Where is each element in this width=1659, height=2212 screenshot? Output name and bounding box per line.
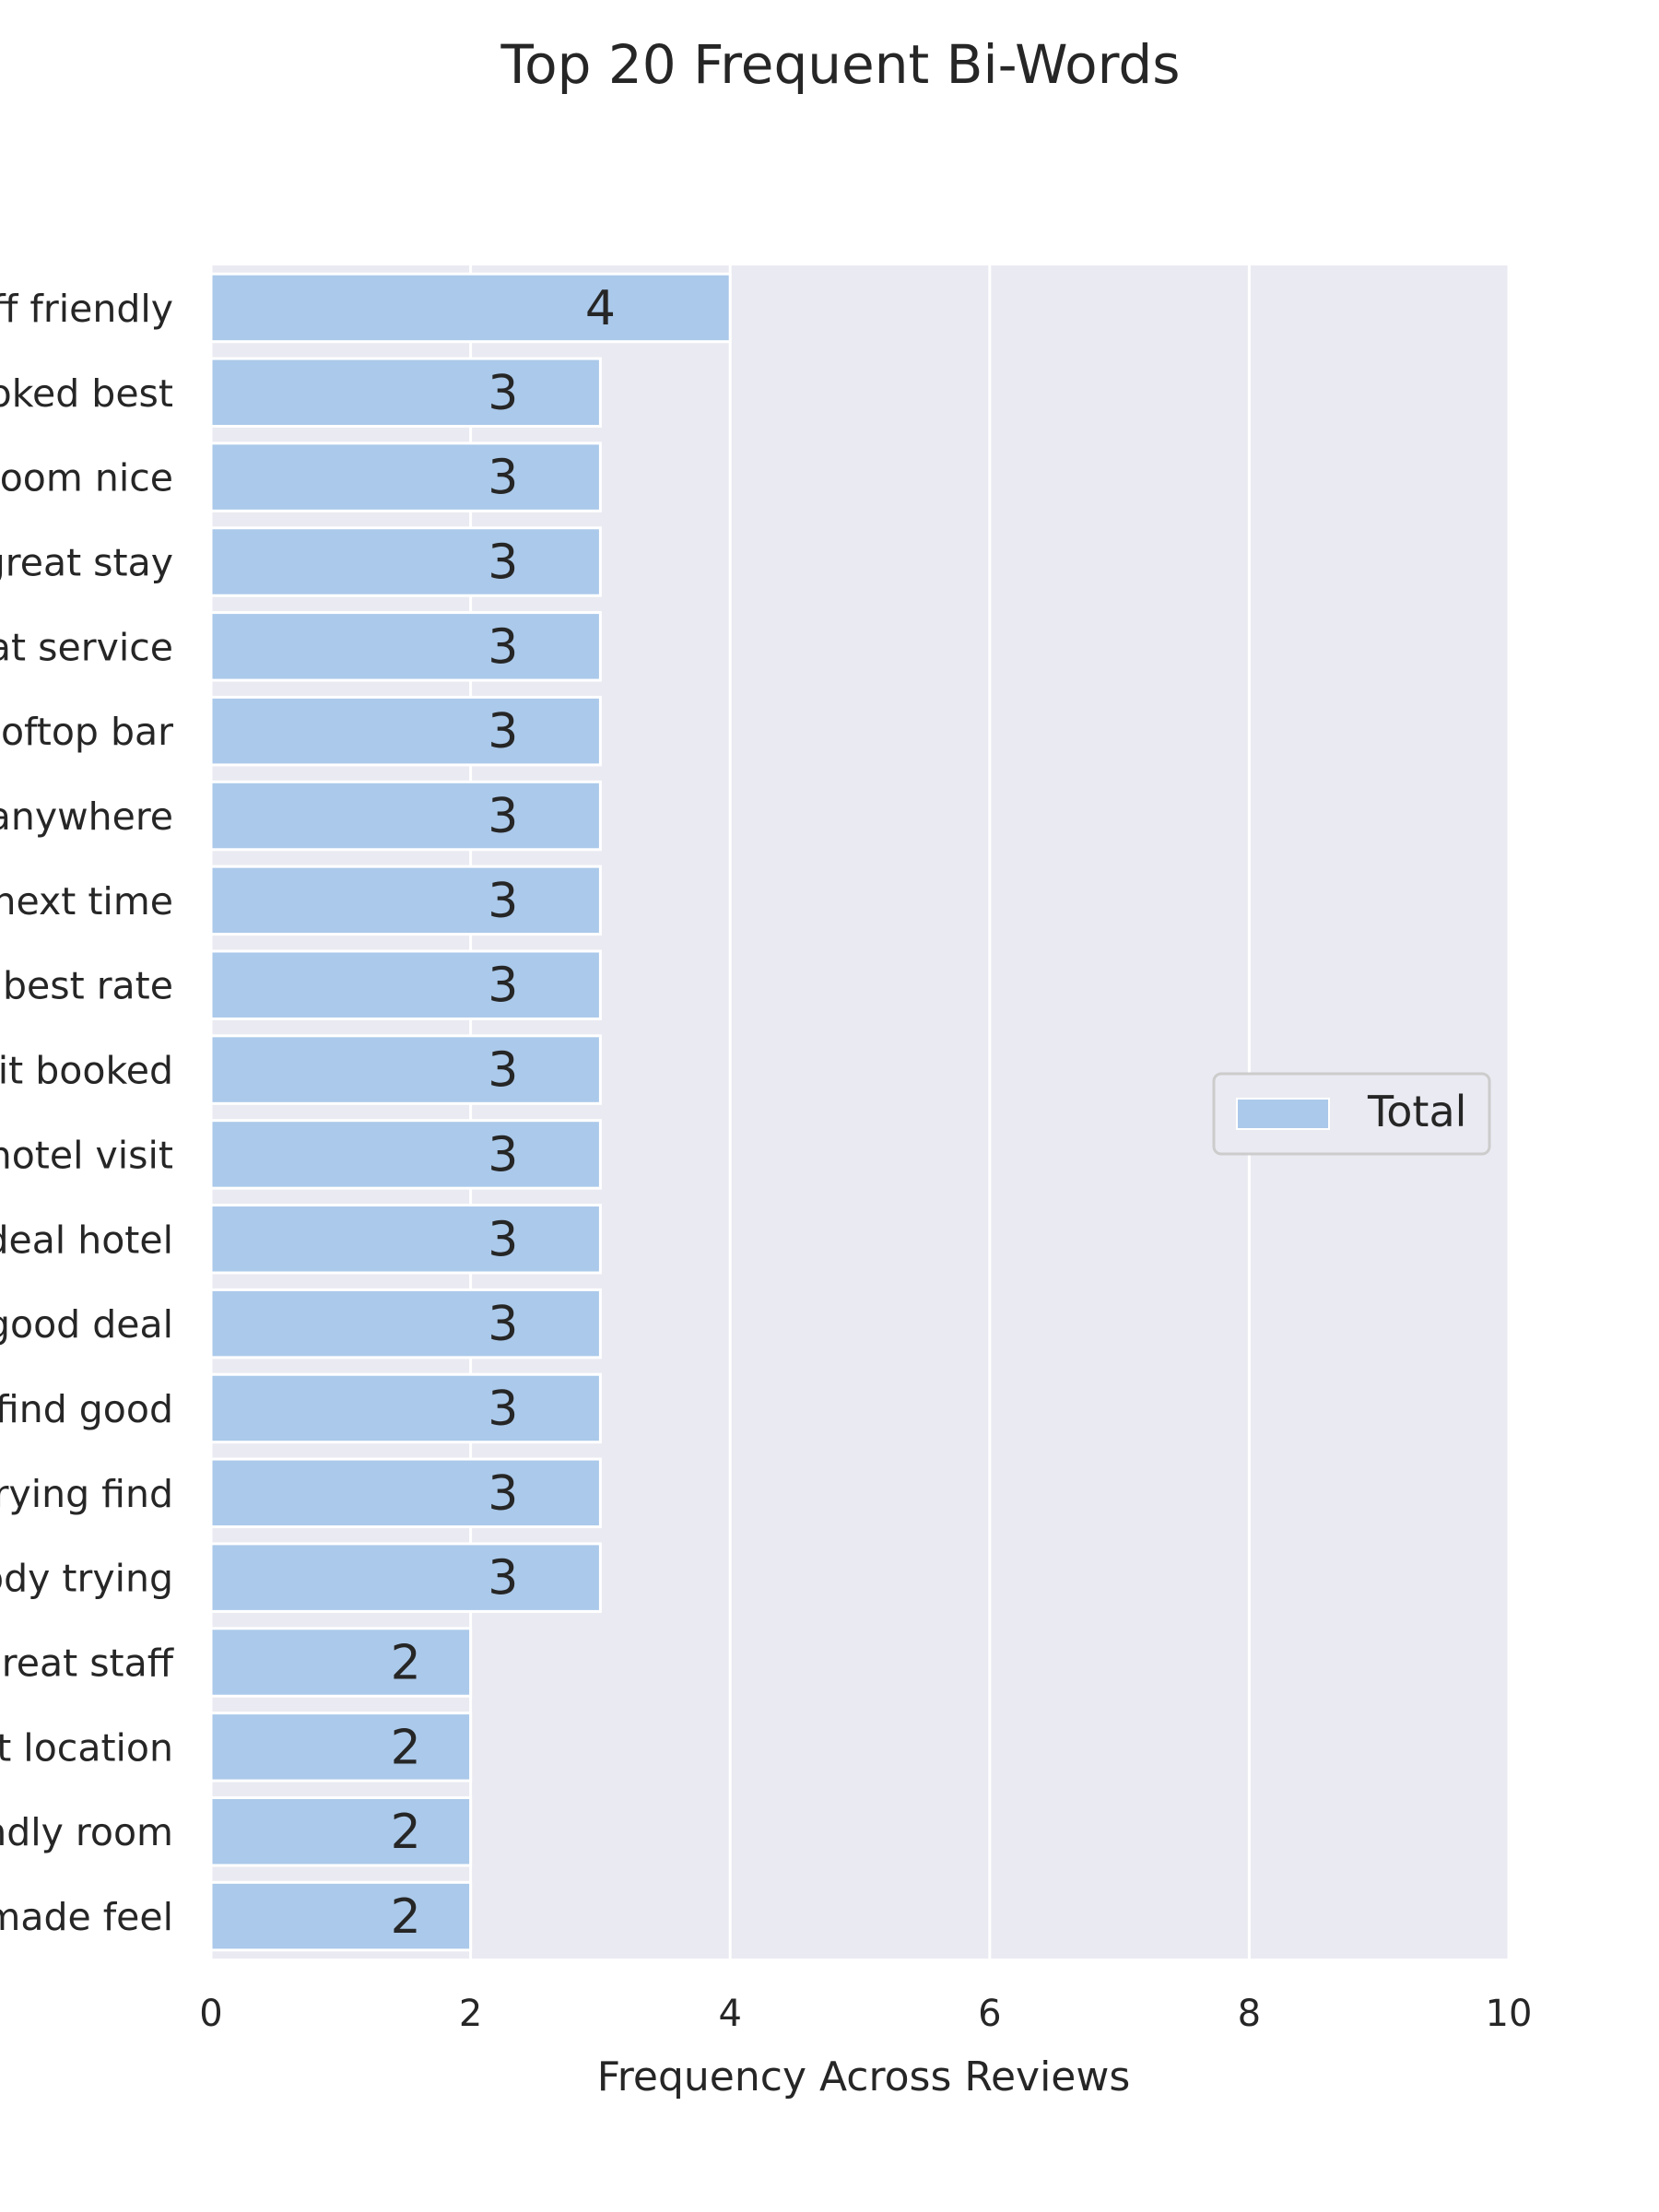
bar-value-label-15: 3: [488, 1551, 518, 1606]
x-tick-label-3: 6: [978, 1993, 1001, 2035]
category-label-10: hotel visit: [0, 1133, 173, 1177]
bar-value-label-5: 3: [488, 704, 518, 759]
x-tick-label-4: 8: [1238, 1993, 1261, 2035]
category-label-9: it booked: [0, 1049, 173, 1093]
category-label-11: deal hotel: [0, 1218, 173, 1262]
category-label-4: at service: [0, 625, 173, 669]
bar-value-label-7: 3: [488, 874, 518, 929]
bar-value-label-10: 3: [488, 1127, 518, 1182]
legend-label-total: Total: [1367, 1087, 1466, 1136]
category-label-14: rying find: [0, 1472, 173, 1516]
bars: 4 3 3 3 3 3 3 3 3 3 3 3 3 3 3 3 2 2 2 2: [209, 272, 732, 1952]
bar-5: [209, 695, 602, 767]
bar-0: [209, 272, 732, 344]
bar-value-label-18: 2: [391, 1805, 421, 1860]
bar-value-label-8: 3: [488, 959, 518, 1014]
bar-value-label-0: 4: [585, 281, 616, 336]
category-label-16: great staff: [0, 1641, 175, 1686]
legend-swatch: [1236, 1098, 1330, 1130]
category-label-15: ody trying: [0, 1557, 173, 1601]
x-tick-label-0: 0: [199, 1993, 222, 2035]
category-label-12: good deal: [0, 1302, 173, 1347]
bar-value-label-17: 2: [391, 1720, 421, 1775]
category-label-13: find good: [0, 1387, 173, 1431]
bar-8: [209, 949, 602, 1020]
bar-7: [209, 865, 602, 936]
category-label-19: made feel: [0, 1895, 173, 1939]
bar-value-label-1: 3: [488, 366, 518, 421]
bar-10: [209, 1119, 602, 1190]
bar-value-label-9: 3: [488, 1043, 518, 1099]
chart-title: Top 20 Frequent Bi-Words: [500, 33, 1181, 96]
category-label-3: great stay: [0, 540, 173, 584]
category-label-6: anywhere: [0, 794, 173, 839]
category-label-1: oked best: [0, 371, 173, 416]
bar-6: [209, 780, 602, 852]
x-axis-label: Frequency Across Reviews: [597, 2053, 1131, 2100]
category-label-5: ooftop bar: [0, 710, 173, 754]
bar-13: [209, 1372, 602, 1444]
x-tick-label-2: 4: [718, 1993, 741, 2035]
category-label-17: t location: [0, 1725, 173, 1770]
bar-2: [209, 441, 602, 512]
x-tick-label-1: 2: [459, 1993, 482, 2035]
bar-value-label-19: 2: [391, 1889, 421, 1945]
bar-value-label-11: 3: [488, 1212, 518, 1267]
bar-value-label-6: 3: [488, 789, 518, 844]
bar-value-label-12: 3: [488, 1297, 518, 1352]
bar-12: [209, 1288, 602, 1359]
x-axis-tick-labels: 0 2 4 6 8 10: [199, 1993, 1532, 2035]
bar-17: [209, 1712, 473, 1783]
y-axis-tick-labels: ff friendly oked best oom nice great stay at…: [0, 287, 175, 1939]
category-label-0: ff friendly: [0, 287, 173, 331]
bar-19: [209, 1880, 473, 1952]
x-tick-label-5: 10: [1486, 1993, 1533, 2035]
bar-1: [209, 357, 602, 429]
bar-9: [209, 1034, 602, 1105]
bar-value-label-13: 3: [488, 1382, 518, 1437]
bar-16: [209, 1627, 473, 1698]
bar-11: [209, 1204, 602, 1275]
bar-value-label-14: 3: [488, 1466, 518, 1522]
legend[interactable]: Total: [1212, 1072, 1491, 1156]
bar-18: [209, 1795, 473, 1867]
category-label-8: best rate: [3, 964, 173, 1008]
bar-14: [209, 1457, 602, 1529]
category-label-18: ndly room: [0, 1810, 173, 1854]
bar-value-label-2: 3: [488, 451, 518, 506]
bar-4: [209, 611, 602, 682]
category-label-2: oom nice: [0, 456, 173, 500]
bar-value-label-4: 3: [488, 619, 518, 675]
bar-3: [209, 526, 602, 597]
bar-15: [209, 1542, 602, 1613]
bar-value-label-3: 3: [488, 535, 518, 590]
category-label-7: next time: [0, 879, 173, 924]
legend-box: [1212, 1072, 1491, 1156]
bar-value-label-16: 2: [391, 1636, 421, 1691]
